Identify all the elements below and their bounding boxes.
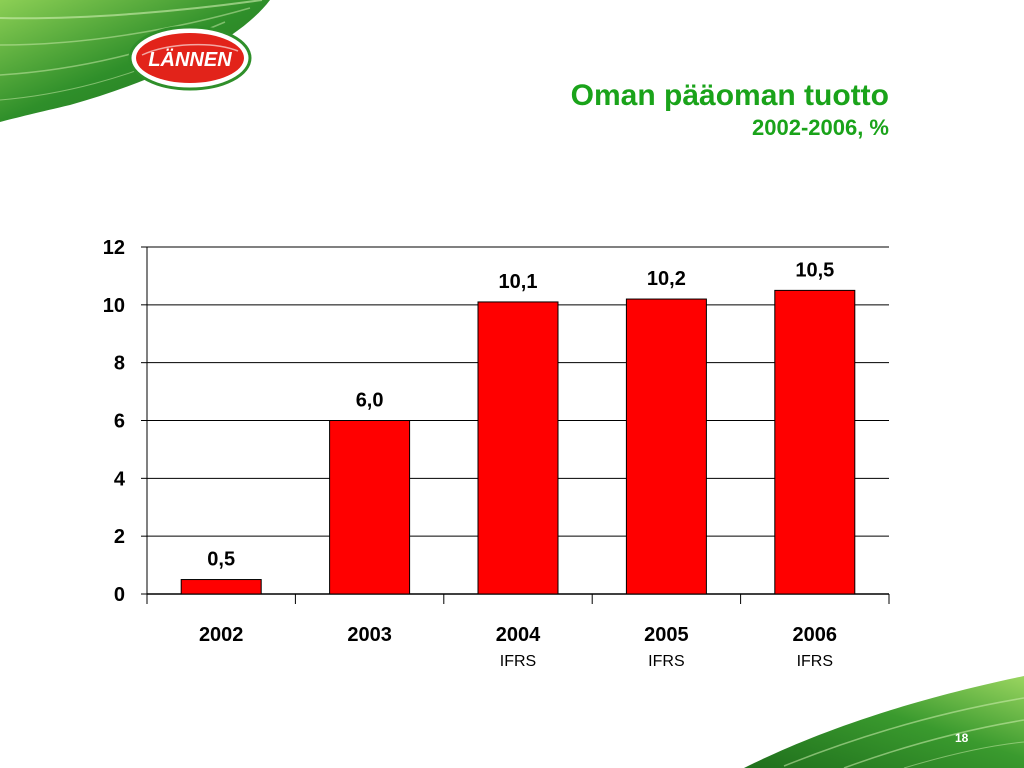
y-tick-label: 4 — [114, 468, 126, 490]
data-label: 0,5 — [207, 549, 235, 571]
y-tick-label: 8 — [114, 353, 125, 375]
y-tick-label: 2 — [114, 526, 125, 548]
y-tick-label: 12 — [103, 237, 125, 259]
x-tick-label: 2006 — [793, 624, 838, 646]
y-tick-label: 6 — [114, 411, 125, 433]
x-category-note: IFRS — [797, 653, 833, 670]
leaf-decoration-bottom-right — [744, 676, 1024, 768]
title-block: Oman pääoman tuotto 2002-2006, % — [571, 78, 889, 142]
bar-2006 — [774, 289, 856, 595]
bar-2004 — [477, 301, 559, 595]
bar-2005 — [625, 298, 707, 595]
data-label: 6,0 — [356, 390, 384, 412]
x-tick-label: 2003 — [347, 624, 392, 646]
page-title: Oman pääoman tuotto — [570, 79, 889, 112]
y-tick-label: 10 — [103, 295, 125, 317]
x-tick-label: 2005 — [644, 624, 689, 646]
lannen-logo: LÄNNEN — [128, 25, 252, 91]
data-label: 10,2 — [647, 268, 686, 290]
data-label: 10,5 — [795, 259, 834, 281]
x-category-note: IFRS — [500, 653, 536, 670]
bar-2003 — [329, 420, 411, 595]
page-subtitle: 2002-2006, % — [752, 115, 889, 140]
bar-2002 — [180, 579, 262, 595]
x-category-note: IFRS — [648, 653, 684, 670]
page-number: 18 — [955, 731, 969, 745]
x-tick-label: 2004 — [496, 624, 541, 646]
x-tick-label: 2002 — [199, 624, 244, 646]
data-label: 10,1 — [499, 271, 538, 293]
y-tick-label: 0 — [114, 584, 125, 606]
footer-date: 14.2.2007 — [475, 732, 529, 746]
logo-text: LÄNNEN — [148, 48, 232, 71]
